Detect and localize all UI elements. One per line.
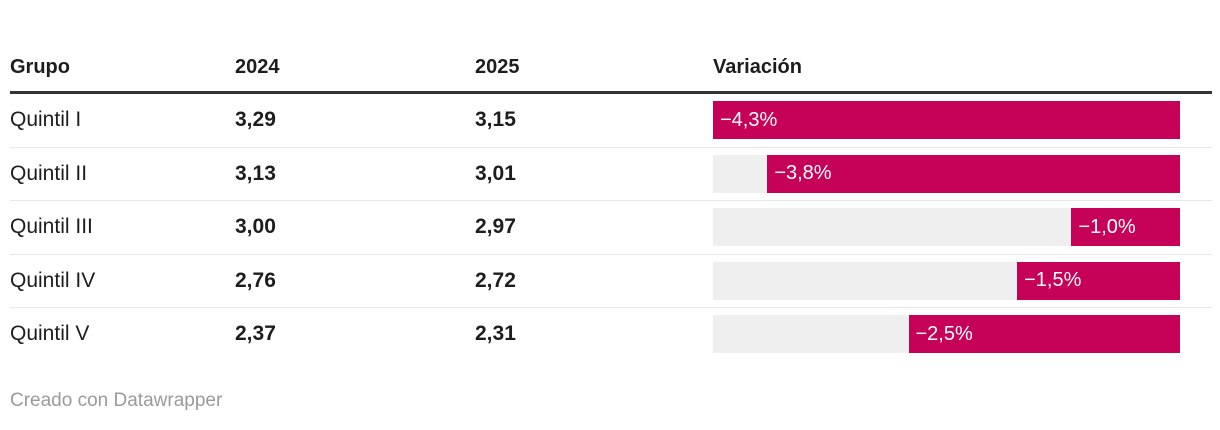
table-row: Quintil III 3,00 2,97 −1,0% xyxy=(10,201,1212,255)
table-body: Quintil I 3,29 3,15 −4,3% Quintil II 3,1… xyxy=(10,94,1212,361)
group-label: Quintil III xyxy=(10,215,93,239)
variation-value-label: −3,8% xyxy=(774,162,832,185)
value-2025: 2,31 xyxy=(475,322,516,346)
group-label: Quintil V xyxy=(10,322,90,346)
variation-cell: −4,3% xyxy=(713,101,1212,140)
variation-value-label: −4,3% xyxy=(720,108,778,131)
variation-value-label: −2,5% xyxy=(915,322,973,345)
value-2024: 2,37 xyxy=(235,322,276,346)
bar-track: −2,5% xyxy=(713,315,1180,354)
datawrapper-attribution-link[interactable]: Creado con Datawrapper xyxy=(10,390,223,411)
value-2025: 3,15 xyxy=(475,108,516,132)
variation-bar: −1,5% xyxy=(1017,261,1180,300)
value-2024: 3,29 xyxy=(235,108,276,132)
variation-cell: −1,5% xyxy=(713,261,1212,300)
variation-bar: −3,8% xyxy=(767,154,1180,193)
col-header-2024: 2024 xyxy=(235,56,280,78)
bar-track: −3,8% xyxy=(713,154,1180,193)
bar-track: −4,3% xyxy=(713,101,1180,140)
value-2025: 3,01 xyxy=(475,161,516,185)
table-row: Quintil IV 2,76 2,72 −1,5% xyxy=(10,255,1212,308)
bar-track: −1,5% xyxy=(713,261,1180,300)
table-row: Quintil II 3,13 3,01 −3,8% xyxy=(10,148,1212,201)
variation-cell: −2,5% xyxy=(713,315,1212,354)
group-label: Quintil II xyxy=(10,161,88,185)
variation-bar: −4,3% xyxy=(713,101,1180,140)
table-row: Quintil I 3,29 3,15 −4,3% xyxy=(10,94,1212,148)
group-label: Quintil I xyxy=(10,108,82,132)
value-2024: 2,76 xyxy=(235,268,276,292)
variation-bar: −1,0% xyxy=(1071,208,1180,247)
variation-cell: −3,8% xyxy=(713,154,1212,193)
variation-value-label: −1,5% xyxy=(1024,269,1082,292)
group-label: Quintil IV xyxy=(10,268,96,292)
table-row: Quintil V 2,37 2,31 −2,5% xyxy=(10,308,1212,361)
data-table: Grupo 2024 2025 Variación Quintil I 3,29… xyxy=(10,44,1212,361)
col-header-2025: 2025 xyxy=(475,56,520,78)
value-2024: 3,13 xyxy=(235,161,276,185)
bar-track: −1,0% xyxy=(713,208,1180,247)
value-2025: 2,72 xyxy=(475,268,516,292)
variation-value-label: −1,0% xyxy=(1078,215,1136,238)
variation-cell: −1,0% xyxy=(713,208,1212,247)
value-2024: 3,00 xyxy=(235,215,276,239)
variation-bar: −2,5% xyxy=(908,315,1180,354)
table-header: Grupo 2024 2025 Variación xyxy=(10,44,1212,94)
col-header-grupo: Grupo xyxy=(10,56,70,78)
value-2025: 2,97 xyxy=(475,215,516,239)
col-header-variacion: Variación xyxy=(713,56,802,78)
